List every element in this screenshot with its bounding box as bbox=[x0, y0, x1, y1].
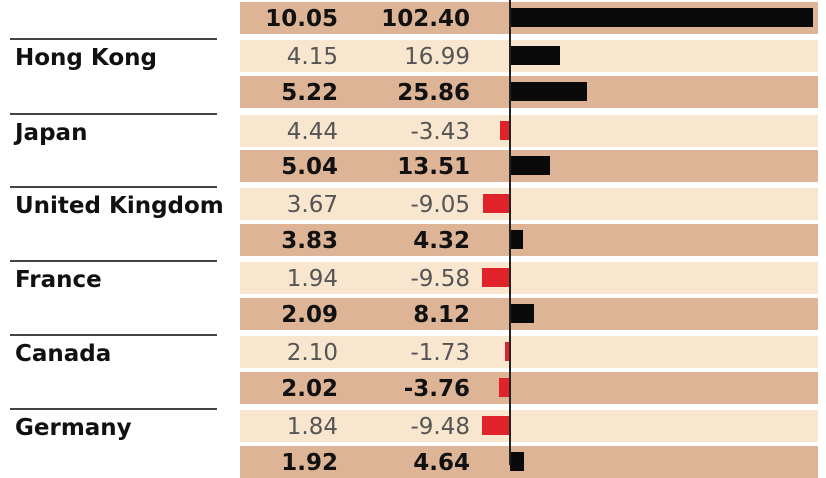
country-label: Canada bbox=[15, 341, 112, 367]
negative-bar bbox=[504, 342, 510, 361]
value-col2: 8.12 bbox=[413, 302, 470, 328]
value-col1: 1.92 bbox=[281, 450, 338, 476]
group-separator bbox=[10, 186, 217, 188]
value-col2: 16.99 bbox=[404, 44, 470, 70]
negative-bar bbox=[481, 416, 510, 435]
country-label: United Kingdom bbox=[15, 193, 224, 219]
positive-bar bbox=[510, 304, 535, 323]
value-col1: 2.09 bbox=[281, 302, 338, 328]
value-col1: 1.84 bbox=[286, 414, 338, 440]
value-col2: -9.58 bbox=[410, 266, 470, 292]
value-col1: 5.22 bbox=[281, 80, 338, 106]
country-label: France bbox=[15, 267, 102, 293]
value-col1: 4.15 bbox=[286, 44, 338, 70]
value-col2: -3.76 bbox=[403, 376, 470, 402]
value-col2: -3.43 bbox=[410, 119, 470, 145]
value-col1: 1.94 bbox=[286, 266, 338, 292]
positive-bar bbox=[510, 156, 550, 175]
positive-bar bbox=[510, 82, 587, 101]
value-col2: -9.05 bbox=[410, 192, 470, 218]
negative-bar bbox=[498, 378, 510, 397]
negative-bar bbox=[483, 194, 510, 213]
negative-bar bbox=[481, 268, 510, 287]
value-col2: 102.40 bbox=[381, 6, 470, 32]
value-col2: 13.51 bbox=[397, 154, 470, 180]
positive-bar bbox=[510, 8, 813, 27]
positive-bar bbox=[510, 452, 524, 471]
value-col2: -9.48 bbox=[410, 414, 470, 440]
returns-table-chart: 10.05 102.40 Hong Kong 4.15 16.99 5.22 25.86 Ja… bbox=[10, 0, 818, 478]
country-label: Germany bbox=[15, 415, 132, 441]
value-col1: 3.67 bbox=[286, 192, 338, 218]
value-col2: 4.32 bbox=[413, 228, 470, 254]
value-col2: -1.73 bbox=[410, 340, 470, 366]
group-separator bbox=[10, 38, 217, 40]
group-separator bbox=[10, 334, 217, 336]
group-separator bbox=[10, 113, 217, 115]
zero-axis-line bbox=[509, 0, 511, 465]
value-col1: 4.44 bbox=[286, 119, 338, 145]
positive-bar bbox=[510, 230, 523, 249]
value-col1: 2.10 bbox=[286, 340, 338, 366]
row-band bbox=[240, 410, 818, 442]
row-band bbox=[240, 336, 818, 368]
country-label: Japan bbox=[15, 120, 88, 146]
value-col1: 10.05 bbox=[265, 6, 338, 32]
negative-bar bbox=[499, 121, 510, 140]
value-col1: 2.02 bbox=[281, 376, 338, 402]
row-band bbox=[240, 188, 818, 220]
group-separator bbox=[10, 408, 217, 410]
value-col1: 5.04 bbox=[281, 154, 338, 180]
positive-bar bbox=[510, 46, 561, 65]
country-label: Hong Kong bbox=[15, 45, 157, 71]
value-col2: 25.86 bbox=[397, 80, 470, 106]
row-band bbox=[240, 372, 818, 404]
row-band bbox=[240, 115, 818, 147]
row-band bbox=[240, 224, 818, 256]
value-col2: 4.64 bbox=[413, 450, 470, 476]
group-separator bbox=[10, 260, 217, 262]
value-col1: 3.83 bbox=[281, 228, 338, 254]
row-band bbox=[240, 262, 818, 294]
